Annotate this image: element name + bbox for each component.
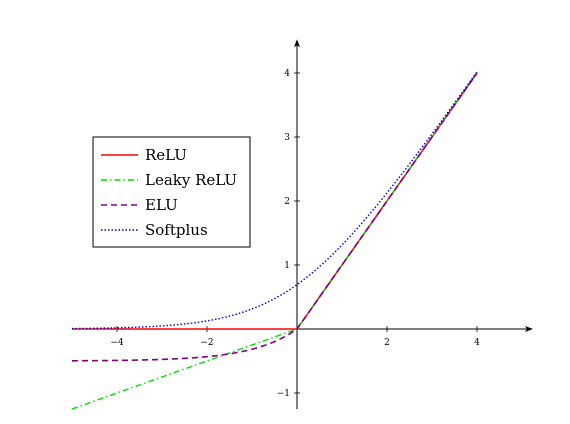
x-tick-label: 2 [384, 338, 390, 348]
y-tick-label: 4 [284, 69, 290, 79]
y-tick-label: −1 [277, 389, 290, 399]
legend-box [92, 136, 251, 248]
legend-label-relu: ReLU [145, 146, 187, 164]
x-axis-arrow [525, 326, 533, 332]
y-tick-label: 3 [284, 133, 290, 143]
y-axis-arrow [294, 39, 300, 48]
legend-label-softplus: Softplus [145, 221, 208, 239]
y-tick-label: 1 [284, 261, 290, 271]
series-line-softplus [71, 71, 478, 330]
legend-label-leaky-relu: Leaky ReLU [145, 171, 237, 189]
x-tick-label: −4 [110, 338, 124, 348]
ticks: −4 −2 2 4 −1 1 2 3 4 [110, 69, 480, 399]
legend-label-elu: ELU [145, 196, 178, 214]
legend: ReLU Leaky ReLU ELU Softplus [92, 136, 251, 248]
x-tick-label: −2 [200, 338, 213, 348]
curves [71, 71, 478, 410]
x-tick-label: 4 [474, 338, 480, 348]
y-tick-label: 2 [284, 197, 290, 207]
series-line-elu [71, 72, 478, 362]
